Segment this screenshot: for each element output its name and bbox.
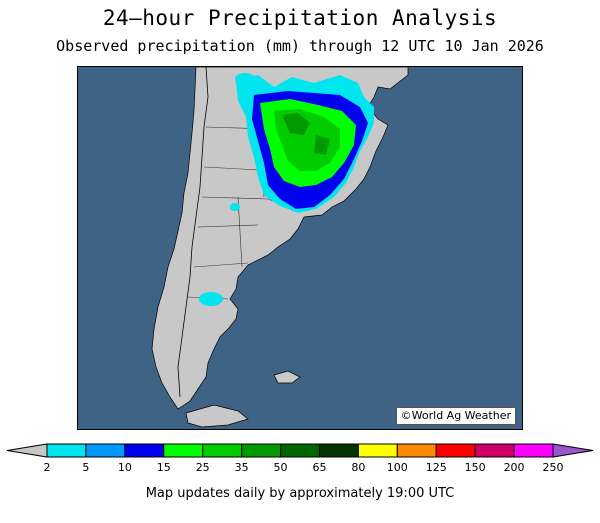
- legend-tick-label: 5: [82, 461, 89, 474]
- precip-cell-north: [235, 73, 255, 85]
- precipitation-map: ©World Ag Weather: [77, 66, 523, 430]
- legend-tick-label: 35: [235, 461, 249, 474]
- legend-tick-label: 250: [543, 461, 564, 474]
- legend-swatch: [163, 443, 204, 458]
- legend-tick-label: 25: [196, 461, 210, 474]
- legend-tick-label: 65: [312, 461, 326, 474]
- legend-swatch: [435, 443, 476, 458]
- legend-swatch: [280, 443, 320, 458]
- map-subtitle: Observed precipitation (mm) through 12 U…: [56, 37, 544, 55]
- legend-tick-label: 125: [426, 461, 447, 474]
- legend-over-arrow: [552, 443, 594, 458]
- land-tierra-del-fuego: [185, 404, 249, 428]
- legend-tick-label: 50: [274, 461, 288, 474]
- legend-tick-label: 80: [351, 461, 365, 474]
- precip-cell-patagonia: [199, 292, 223, 306]
- legend-swatch: [318, 443, 359, 458]
- border-chile-argentina: [177, 67, 209, 398]
- map-canvas: [151, 67, 409, 428]
- legend-swatch: [357, 443, 398, 458]
- legend-swatch: [46, 443, 87, 458]
- legend-tick-label: 10: [118, 461, 132, 474]
- map-title: 24—hour Precipitation Analysis: [102, 6, 498, 30]
- legend-tick-label: 100: [387, 461, 408, 474]
- land-falklands: [273, 370, 301, 384]
- legend-under-arrow: [6, 443, 48, 458]
- precip-35mm: [282, 113, 330, 155]
- legend-swatch: [85, 443, 126, 458]
- legend-tick-label: 2: [44, 461, 51, 474]
- legend-swatch: [396, 443, 437, 458]
- update-note: Map updates daily by approximately 19:00…: [145, 486, 455, 501]
- legend-tick-label: 150: [465, 461, 486, 474]
- credit-label: ©World Ag Weather: [395, 407, 516, 425]
- legend-swatch: [241, 443, 282, 458]
- precipitation-legend: 2 5 10 15 25 35 50 65 80 100 125 150 200 250: [6, 443, 594, 474]
- legend-swatch: [474, 443, 515, 458]
- legend-swatch: [124, 443, 165, 458]
- legend-swatch: [513, 443, 554, 458]
- legend-tick-label: 15: [157, 461, 171, 474]
- legend-swatch: [202, 443, 243, 458]
- precip-cell-andes: [230, 203, 240, 211]
- legend-tick-label: 200: [504, 461, 525, 474]
